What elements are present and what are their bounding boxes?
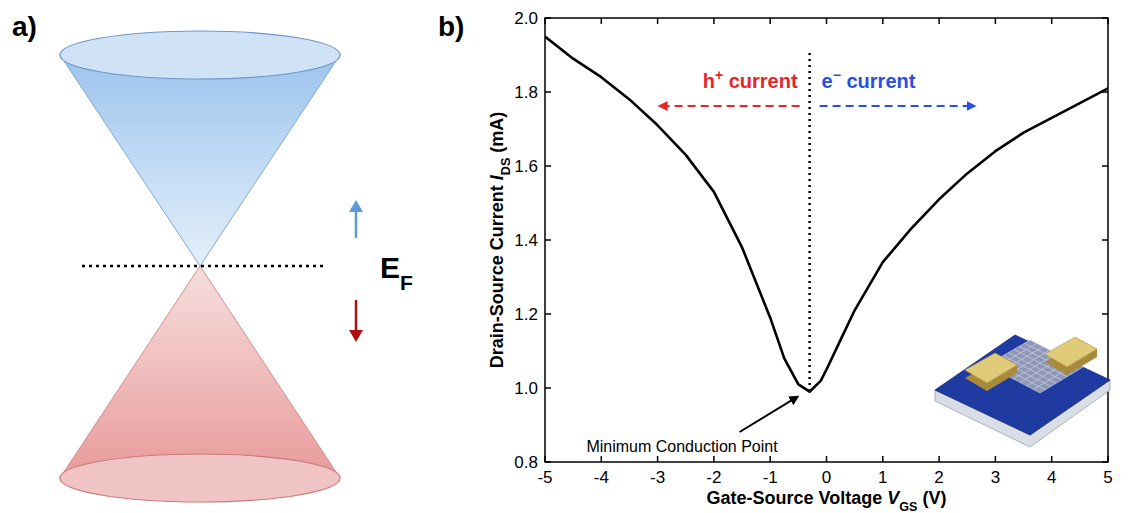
y-tick (545, 91, 551, 93)
minimum-arrow (740, 397, 798, 432)
y-tick (545, 17, 551, 19)
down-arrow (355, 300, 358, 334)
x-tick (826, 456, 828, 462)
pad-top (1045, 337, 1097, 367)
x-tick (769, 456, 771, 462)
electron-label: e− current (822, 67, 916, 92)
y-tick-label: 1.6 (514, 157, 538, 176)
oxide (935, 335, 1110, 435)
y-tick-label: 1.0 (514, 379, 538, 398)
electron-label-part: current (841, 70, 916, 92)
hole-label-part: + (715, 67, 723, 83)
fermi-label-part: F (400, 271, 413, 294)
pad-top (965, 353, 1017, 383)
x-tick-top (1051, 18, 1053, 24)
y-tick-label: 1.4 (514, 231, 538, 250)
x-tick-top (601, 18, 603, 24)
x-tick-label: -3 (650, 468, 665, 487)
y-tick (545, 461, 551, 463)
up-arrow-head (349, 200, 363, 212)
y-tick-label: 0.8 (514, 453, 538, 472)
x-tick (938, 456, 940, 462)
panel-label: a) (12, 11, 37, 42)
x-tick (1051, 456, 1053, 462)
x-axis-title-part: GS (899, 500, 917, 513)
y-axis-title-part: (mA) (487, 112, 507, 158)
y-tick (545, 387, 551, 389)
pad-side (1045, 337, 1097, 375)
x-tick-label: 0 (822, 468, 831, 487)
minimum-label: Minimum Conduction Point (586, 438, 778, 455)
x-tick (544, 456, 546, 462)
x-tick-top (938, 18, 940, 24)
conduction-cone (60, 55, 340, 266)
down-arrow-head (349, 330, 363, 342)
y-axis-title: Drain-Source Current IDS (mA) (487, 112, 513, 369)
y-tick-label: 1.8 (514, 83, 538, 102)
panel-a: a) EF (12, 11, 413, 502)
x-tick-label: -1 (763, 468, 778, 487)
y-tick-label: 1.2 (514, 305, 538, 324)
hole-label-part: current (723, 70, 798, 92)
x-tick-label: 3 (991, 468, 1000, 487)
x-tick-label: 4 (1047, 468, 1056, 487)
y-axis-title-part: DS (499, 158, 513, 176)
figure: a)EFb)-5-4-3-2-10123450.81.01.21.41.61.8… (0, 0, 1137, 513)
x-tick-top (544, 18, 546, 24)
x-tick-top (713, 18, 715, 24)
y-tick-right (1102, 17, 1108, 19)
y-tick-right (1102, 165, 1108, 167)
x-tick (882, 456, 884, 462)
pad-side (965, 353, 1017, 391)
y-tick (545, 313, 551, 315)
x-tick-top (769, 18, 771, 24)
y-tick (545, 165, 551, 167)
transfer-curve (545, 37, 1108, 392)
x-tick-label: -5 (537, 468, 552, 487)
device-inset (935, 335, 1110, 447)
x-tick-top (1107, 18, 1109, 24)
minimum-line (808, 53, 811, 392)
x-axis-title: Gate-Source Voltage VGS (V) (707, 488, 947, 513)
x-tick (601, 456, 603, 462)
hole-label: h+ current (703, 67, 798, 92)
x-tick (713, 456, 715, 462)
x-tick-label: 5 (1103, 468, 1112, 487)
electron-arrow (820, 105, 975, 107)
y-tick-right (1102, 239, 1108, 241)
x-tick (995, 456, 997, 462)
fermi-line (82, 265, 325, 268)
electron-label-part: − (833, 67, 841, 83)
panel-b: b) -5 -4 -3 -2 -1 0 1 2 3 4 5 0.8 1.0 1.2 1.4 1.6 1.8 2.0 G… (438, 9, 1113, 513)
x-tick-label: 1 (878, 468, 887, 487)
valence-cone (60, 266, 340, 478)
conduction-cone-top (60, 31, 340, 79)
fermi-label-part: E (380, 251, 400, 284)
y-tick (545, 239, 551, 241)
hole-arrow (660, 105, 800, 107)
plot-area (545, 37, 1108, 392)
y-tick-right (1102, 461, 1108, 463)
up-arrow (355, 208, 358, 238)
electron-label-part: e (822, 70, 833, 92)
x-axis-title-part: Gate-Source Voltage (707, 488, 888, 508)
x-tick-top (657, 18, 659, 24)
panel-label: b) (438, 11, 464, 42)
fermi-label: EF (380, 251, 413, 294)
x-tick-label: -4 (594, 468, 609, 487)
x-tick (1107, 456, 1109, 462)
x-tick (657, 456, 659, 462)
x-axis-title-part: (V) (917, 488, 946, 508)
y-axis-title-part: Drain-Source Current (487, 180, 507, 368)
y-tick-right (1102, 313, 1108, 315)
x-tick-top (995, 18, 997, 24)
hole-label-part: h (703, 70, 715, 92)
x-tick-top (882, 18, 884, 24)
x-tick-top (826, 18, 828, 24)
valence-cone-bottom (60, 454, 340, 502)
x-tick-label: 2 (934, 468, 943, 487)
x-tick-label: -2 (706, 468, 721, 487)
y-tick-label: 2.0 (514, 9, 538, 28)
